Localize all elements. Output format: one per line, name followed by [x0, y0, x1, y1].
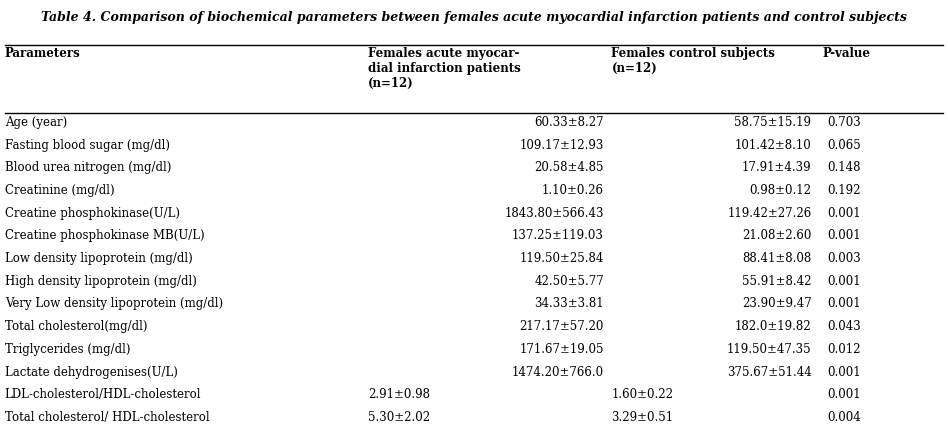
Text: 171.67±19.05: 171.67±19.05: [520, 343, 604, 356]
Text: 21.08±2.60: 21.08±2.60: [742, 229, 811, 242]
Text: 3.29±0.51: 3.29±0.51: [611, 411, 674, 424]
Text: 60.33±8.27: 60.33±8.27: [535, 116, 604, 129]
Text: 34.33±3.81: 34.33±3.81: [535, 297, 604, 310]
Text: Low density lipoprotein (mg/dl): Low density lipoprotein (mg/dl): [5, 252, 192, 265]
Text: Creatinine (mg/dl): Creatinine (mg/dl): [5, 184, 115, 197]
Text: 119.42±27.26: 119.42±27.26: [727, 207, 811, 220]
Text: 0.012: 0.012: [828, 343, 861, 356]
Text: 0.004: 0.004: [828, 411, 862, 424]
Text: 0.001: 0.001: [828, 297, 861, 310]
Text: 0.703: 0.703: [828, 116, 862, 129]
Text: 0.98±0.12: 0.98±0.12: [750, 184, 811, 197]
Text: 1.60±0.22: 1.60±0.22: [611, 388, 673, 401]
Text: Total cholesterol/ HDL-cholesterol: Total cholesterol/ HDL-cholesterol: [5, 411, 210, 424]
Text: 0.001: 0.001: [828, 229, 861, 242]
Text: 0.001: 0.001: [828, 388, 861, 401]
Text: 58.75±15.19: 58.75±15.19: [735, 116, 811, 129]
Text: 88.41±8.08: 88.41±8.08: [742, 252, 811, 265]
Text: 119.50±25.84: 119.50±25.84: [520, 252, 604, 265]
Text: 375.67±51.44: 375.67±51.44: [727, 366, 811, 378]
Text: 1843.80±566.43: 1843.80±566.43: [504, 207, 604, 220]
Text: 0.001: 0.001: [828, 366, 861, 378]
Text: Blood urea nitrogen (mg/dl): Blood urea nitrogen (mg/dl): [5, 161, 172, 174]
Text: High density lipoprotein (mg/dl): High density lipoprotein (mg/dl): [5, 275, 196, 288]
Text: 137.25±119.03: 137.25±119.03: [512, 229, 604, 242]
Text: 1.10±0.26: 1.10±0.26: [542, 184, 604, 197]
Text: 42.50±5.77: 42.50±5.77: [534, 275, 604, 288]
Text: 17.91±4.39: 17.91±4.39: [742, 161, 811, 174]
Text: 0.043: 0.043: [828, 320, 862, 333]
Text: Females acute myocar-
dial infarction patients
(n=12): Females acute myocar- dial infarction pa…: [368, 47, 520, 90]
Text: 20.58±4.85: 20.58±4.85: [535, 161, 604, 174]
Text: 5.30±2.02: 5.30±2.02: [368, 411, 430, 424]
Text: Table 4. Comparison of biochemical parameters between females acute myocardial i: Table 4. Comparison of biochemical param…: [41, 11, 907, 24]
Text: Parameters: Parameters: [5, 47, 81, 60]
Text: 23.90±9.47: 23.90±9.47: [741, 297, 811, 310]
Text: 0.192: 0.192: [828, 184, 861, 197]
Text: Females control subjects
(n=12): Females control subjects (n=12): [611, 47, 775, 75]
Text: 55.91±8.42: 55.91±8.42: [742, 275, 811, 288]
Text: P-value: P-value: [823, 47, 871, 60]
Text: 109.17±12.93: 109.17±12.93: [520, 139, 604, 152]
Text: 101.42±8.10: 101.42±8.10: [735, 139, 811, 152]
Text: Triglycerides (mg/dl): Triglycerides (mg/dl): [5, 343, 130, 356]
Text: 119.50±47.35: 119.50±47.35: [727, 343, 811, 356]
Text: 217.17±57.20: 217.17±57.20: [520, 320, 604, 333]
Text: Total cholesterol(mg/dl): Total cholesterol(mg/dl): [5, 320, 147, 333]
Text: 1474.20±766.0: 1474.20±766.0: [512, 366, 604, 378]
Text: LDL-cholesterol/HDL-cholesterol: LDL-cholesterol/HDL-cholesterol: [5, 388, 201, 401]
Text: Fasting blood sugar (mg/dl): Fasting blood sugar (mg/dl): [5, 139, 170, 152]
Text: 2.91±0.98: 2.91±0.98: [368, 388, 429, 401]
Text: Very Low density lipoprotein (mg/dl): Very Low density lipoprotein (mg/dl): [5, 297, 223, 310]
Text: Lactate dehydrogenises(U/L): Lactate dehydrogenises(U/L): [5, 366, 177, 378]
Text: 0.065: 0.065: [828, 139, 862, 152]
Text: 0.001: 0.001: [828, 207, 861, 220]
Text: Age (year): Age (year): [5, 116, 67, 129]
Text: 0.003: 0.003: [828, 252, 862, 265]
Text: Creatine phosphokinase(U/L): Creatine phosphokinase(U/L): [5, 207, 180, 220]
Text: 182.0±19.82: 182.0±19.82: [735, 320, 811, 333]
Text: 0.148: 0.148: [828, 161, 861, 174]
Text: 0.001: 0.001: [828, 275, 861, 288]
Text: Creatine phosphokinase MB(U/L): Creatine phosphokinase MB(U/L): [5, 229, 205, 242]
